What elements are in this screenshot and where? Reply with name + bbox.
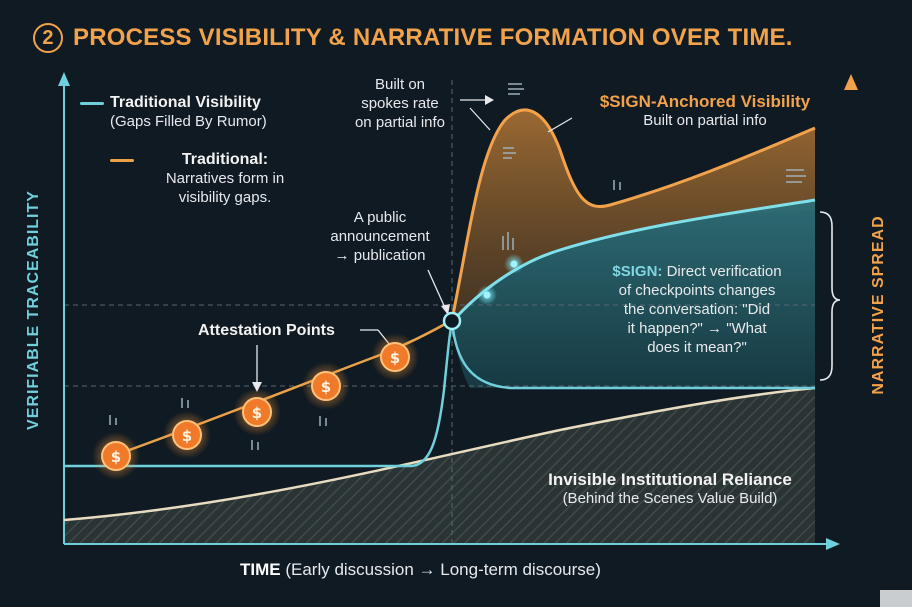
- sign-box-line-5: does it mean?": [647, 339, 747, 356]
- built-on-label: Built on spokes rate on partial info: [330, 75, 470, 132]
- legend-tv-title: Traditional Visibility: [110, 94, 261, 111]
- inflection-point: [442, 311, 462, 331]
- sign-box-label: $SIGN: Direct verification of checkpoint…: [572, 262, 822, 357]
- invisible-reliance-label: Invisible Institutional Reliance (Behind…: [510, 470, 830, 508]
- step-badge: 2: [33, 23, 63, 53]
- invisible-title: Invisible Institutional Reliance: [548, 470, 792, 489]
- data-sparkle-icon: [109, 83, 806, 450]
- y-axis-right-label: NARRATIVE SPREAD: [870, 215, 887, 395]
- built-on-line-3: on partial info: [354, 114, 446, 131]
- attestation-points-label: Attestation Points: [198, 322, 335, 339]
- svg-text:$: $: [111, 448, 121, 466]
- public-announcement-label: A public announcement → publication: [305, 208, 455, 265]
- sign-anchored-title: $SIGN-Anchored Visibility: [599, 92, 811, 111]
- svg-text:$: $: [390, 349, 400, 367]
- built-on-line-2: spokes rate: [361, 95, 439, 112]
- announcement-line-1: A public: [353, 209, 407, 226]
- legend-t-sub1: Narratives form in: [165, 170, 285, 187]
- y-axis-label: VERIFIABLE TRACEABILITY: [25, 190, 42, 430]
- announcement-line-2: announcement: [330, 228, 430, 245]
- built-on-line-1: Built on: [374, 76, 426, 93]
- sign-box-line-1: Direct verification: [662, 263, 782, 280]
- dollar-coin-icon: $: [92, 432, 140, 480]
- announcement-line-3: → publication: [334, 247, 426, 264]
- sign-anchored-label: $SIGN-Anchored Visibility Built on parti…: [575, 92, 835, 130]
- svg-text:$: $: [321, 378, 331, 396]
- page-title: 2 PROCESS VISIBILITY & NARRATIVE FORMATI…: [33, 20, 793, 56]
- invisible-sub: (Behind the Scenes Value Build): [562, 490, 778, 507]
- svg-text:$: $: [182, 427, 192, 445]
- legend-t-sub2: visibility gaps.: [178, 189, 272, 206]
- x-axis-label: TIME (Early discussion → Long-term disco…: [240, 560, 601, 580]
- legend-t-title: Traditional:: [181, 151, 269, 168]
- title-text: PROCESS VISIBILITY & NARRATIVE FORMATION…: [73, 24, 793, 51]
- x-axis-bold: TIME: [240, 560, 281, 579]
- dollar-coin-icon: $: [371, 333, 419, 381]
- sign-box-line-2: of checkpoints changes: [618, 282, 776, 299]
- sign-anchored-sub: Built on partial info: [643, 112, 767, 129]
- legend-orange-swatch: [110, 159, 134, 162]
- x-axis-rest: (Early discussion → Long-term discourse): [280, 560, 601, 579]
- sign-box-line-3: the conversation: "Did: [623, 301, 771, 318]
- sign-box-line-4: it happen?" → "What: [627, 320, 767, 337]
- legend-traditional: Traditional: Narratives form in visibili…: [140, 150, 310, 207]
- sign-visibility-area: [452, 200, 815, 388]
- svg-text:$: $: [252, 404, 262, 422]
- dollar-coin-icon: $: [302, 362, 350, 410]
- institutional-reliance-area: [64, 388, 815, 544]
- legend-cyan-swatch: [80, 102, 104, 105]
- dollar-coin-icon: $: [163, 411, 211, 459]
- legend-tv-sub: (Gaps Filled By Rumor): [110, 113, 267, 130]
- dollar-coin-icon: $: [233, 388, 281, 436]
- sign-anchored-area: [452, 110, 815, 320]
- legend-traditional-visibility: Traditional Visibility (Gaps Filled By R…: [110, 93, 267, 131]
- sign-box-bold: $SIGN:: [612, 263, 663, 280]
